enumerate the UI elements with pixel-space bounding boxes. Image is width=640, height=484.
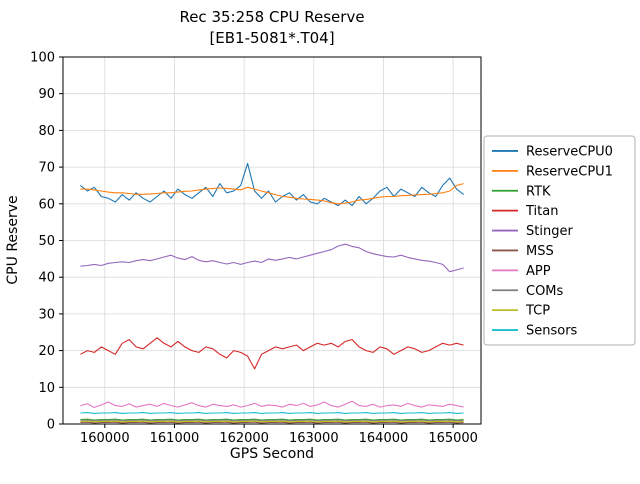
tick-labels: 160000 161000 162000 163000 164000 165000 0 10 2…	[30, 51, 478, 447]
chart-title: Rec 35:258 CPU Reserve	[179, 8, 364, 26]
legend-item-tcp: TCP	[492, 304, 550, 319]
series-line-sensors	[80, 412, 464, 414]
chart-subtitle: [EB1-5081*.T04]	[209, 29, 334, 47]
series-line-reservecpu1	[80, 183, 464, 205]
legend-item-coms: COMs	[492, 284, 564, 299]
legend-item-mss: MSS	[492, 244, 554, 259]
legend-item-stinger: Stinger	[492, 224, 573, 239]
x-tick-label: 164000	[359, 431, 409, 446]
series-line-reservecpu0	[80, 162, 464, 207]
legend-label: Sensors	[526, 324, 578, 339]
series-line-rtk	[80, 418, 464, 421]
legend-item-titan: Titan	[492, 204, 558, 219]
legend: ReserveCPU0 ReserveCPU1 RTK Titan Stinger MSS…	[483, 135, 636, 346]
series-line-mss	[80, 421, 464, 424]
y-tick-label: 60	[38, 197, 55, 212]
x-axis-label: GPS Second	[230, 446, 314, 462]
legend-label: APP	[526, 264, 551, 279]
y-tick-label: 90	[38, 87, 55, 102]
x-tick-label: 161000	[150, 431, 200, 446]
series-line-tcp	[80, 420, 464, 423]
x-tick-label: 163000	[289, 431, 339, 446]
legend-item-reservecpu0: ReserveCPU0	[492, 144, 613, 159]
series-line-stinger	[80, 243, 464, 273]
series-line-titan	[80, 337, 464, 370]
gridlines	[63, 56, 481, 425]
y-tick-label: 0	[47, 418, 55, 433]
legend-label: RTK	[526, 184, 551, 199]
series-lines	[80, 162, 464, 424]
y-tick-label: 20	[38, 344, 55, 359]
y-tick-label: 70	[38, 161, 55, 176]
x-tick-label: 162000	[219, 431, 269, 446]
legend-label: ReserveCPU1	[526, 164, 613, 179]
series-line-app	[80, 400, 464, 409]
series-line-coms	[80, 419, 464, 422]
legend-item-sensors: Sensors	[492, 324, 578, 339]
legend-label: ReserveCPU0	[526, 144, 613, 159]
y-tick-label: 40	[38, 271, 55, 286]
legend-label: Stinger	[526, 224, 573, 239]
y-tick-label: 30	[38, 307, 55, 322]
legend-item-app: APP	[492, 264, 551, 279]
x-tick-label: 165000	[428, 431, 478, 446]
y-axis-label: CPU Reserve	[5, 195, 21, 284]
legend-item-rtk: RTK	[492, 184, 551, 199]
legend-item-reservecpu1: ReserveCPU1	[492, 164, 613, 179]
tick-marks	[59, 56, 454, 428]
y-tick-label: 80	[38, 124, 55, 139]
legend-label: MSS	[526, 244, 554, 259]
legend-label: TCP	[525, 304, 550, 319]
legend-label: COMs	[526, 284, 564, 299]
legend-label: Titan	[525, 204, 558, 219]
legend-box	[483, 135, 636, 346]
y-tick-label: 10	[38, 381, 55, 396]
x-tick-label: 160000	[80, 431, 130, 446]
y-tick-label: 50	[38, 234, 55, 249]
y-tick-label: 100	[30, 51, 55, 66]
